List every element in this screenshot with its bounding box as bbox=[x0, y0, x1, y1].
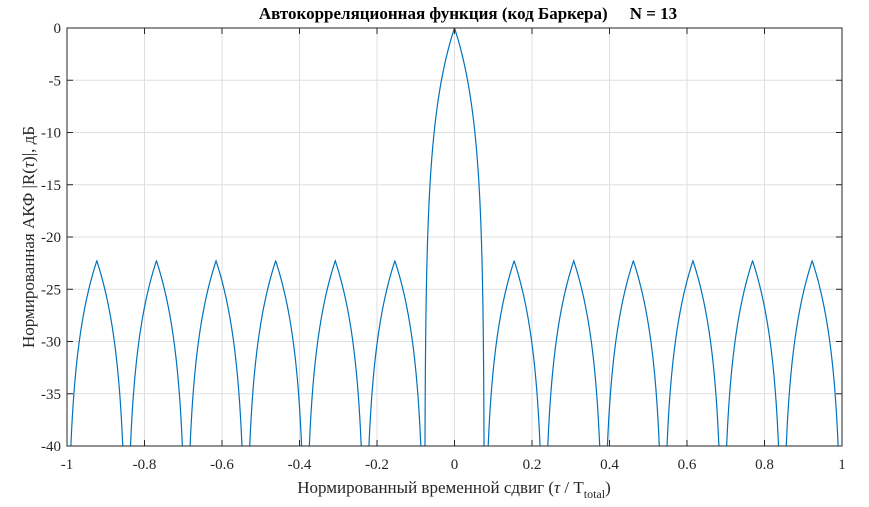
x-tick-label: -1 bbox=[61, 457, 74, 473]
y-tick-labels: 0 -5 -10 -15 -20 -25 -30 -35 -40 bbox=[41, 21, 61, 455]
x-tick-label: 0.8 bbox=[755, 457, 774, 473]
y-tick-label: -30 bbox=[41, 335, 61, 351]
y-tick-label: -40 bbox=[41, 439, 61, 455]
y-tick-label: -15 bbox=[41, 178, 61, 194]
chart-title: Автокорреляционная функция (код Баркера)… bbox=[259, 4, 677, 23]
y-tick-label: -20 bbox=[41, 230, 61, 246]
y-tick-label: -5 bbox=[49, 73, 62, 89]
x-tick-label: 0.4 bbox=[600, 457, 619, 473]
y-tick-label: 0 bbox=[54, 21, 62, 37]
tick-marks bbox=[66, 27, 843, 447]
x-tick-label: 0.6 bbox=[678, 457, 697, 473]
x-tick-labels: -1 -0.8 -0.6 -0.4 -0.2 0 0.2 0.4 0.6 0.8 1 bbox=[61, 457, 846, 473]
x-tick-label: -0.4 bbox=[288, 457, 312, 473]
x-tick-label: -0.8 bbox=[133, 457, 157, 473]
x-tick-label: 0.2 bbox=[523, 457, 542, 473]
y-tick-label: -25 bbox=[41, 282, 61, 298]
x-tick-label: -0.6 bbox=[210, 457, 234, 473]
x-tick-label: -0.2 bbox=[365, 457, 389, 473]
y-axis-label: Нормированная АКФ |R(τ)|, дБ bbox=[19, 126, 38, 348]
acf-series-line bbox=[70, 28, 839, 446]
x-tick-label: 1 bbox=[838, 457, 846, 473]
y-tick-label: -35 bbox=[41, 387, 61, 403]
y-tick-label: -10 bbox=[41, 126, 61, 142]
x-axis-label: Нормированный временной сдвиг (τ / Ttota… bbox=[297, 478, 611, 501]
x-tick-label: 0 bbox=[451, 457, 459, 473]
